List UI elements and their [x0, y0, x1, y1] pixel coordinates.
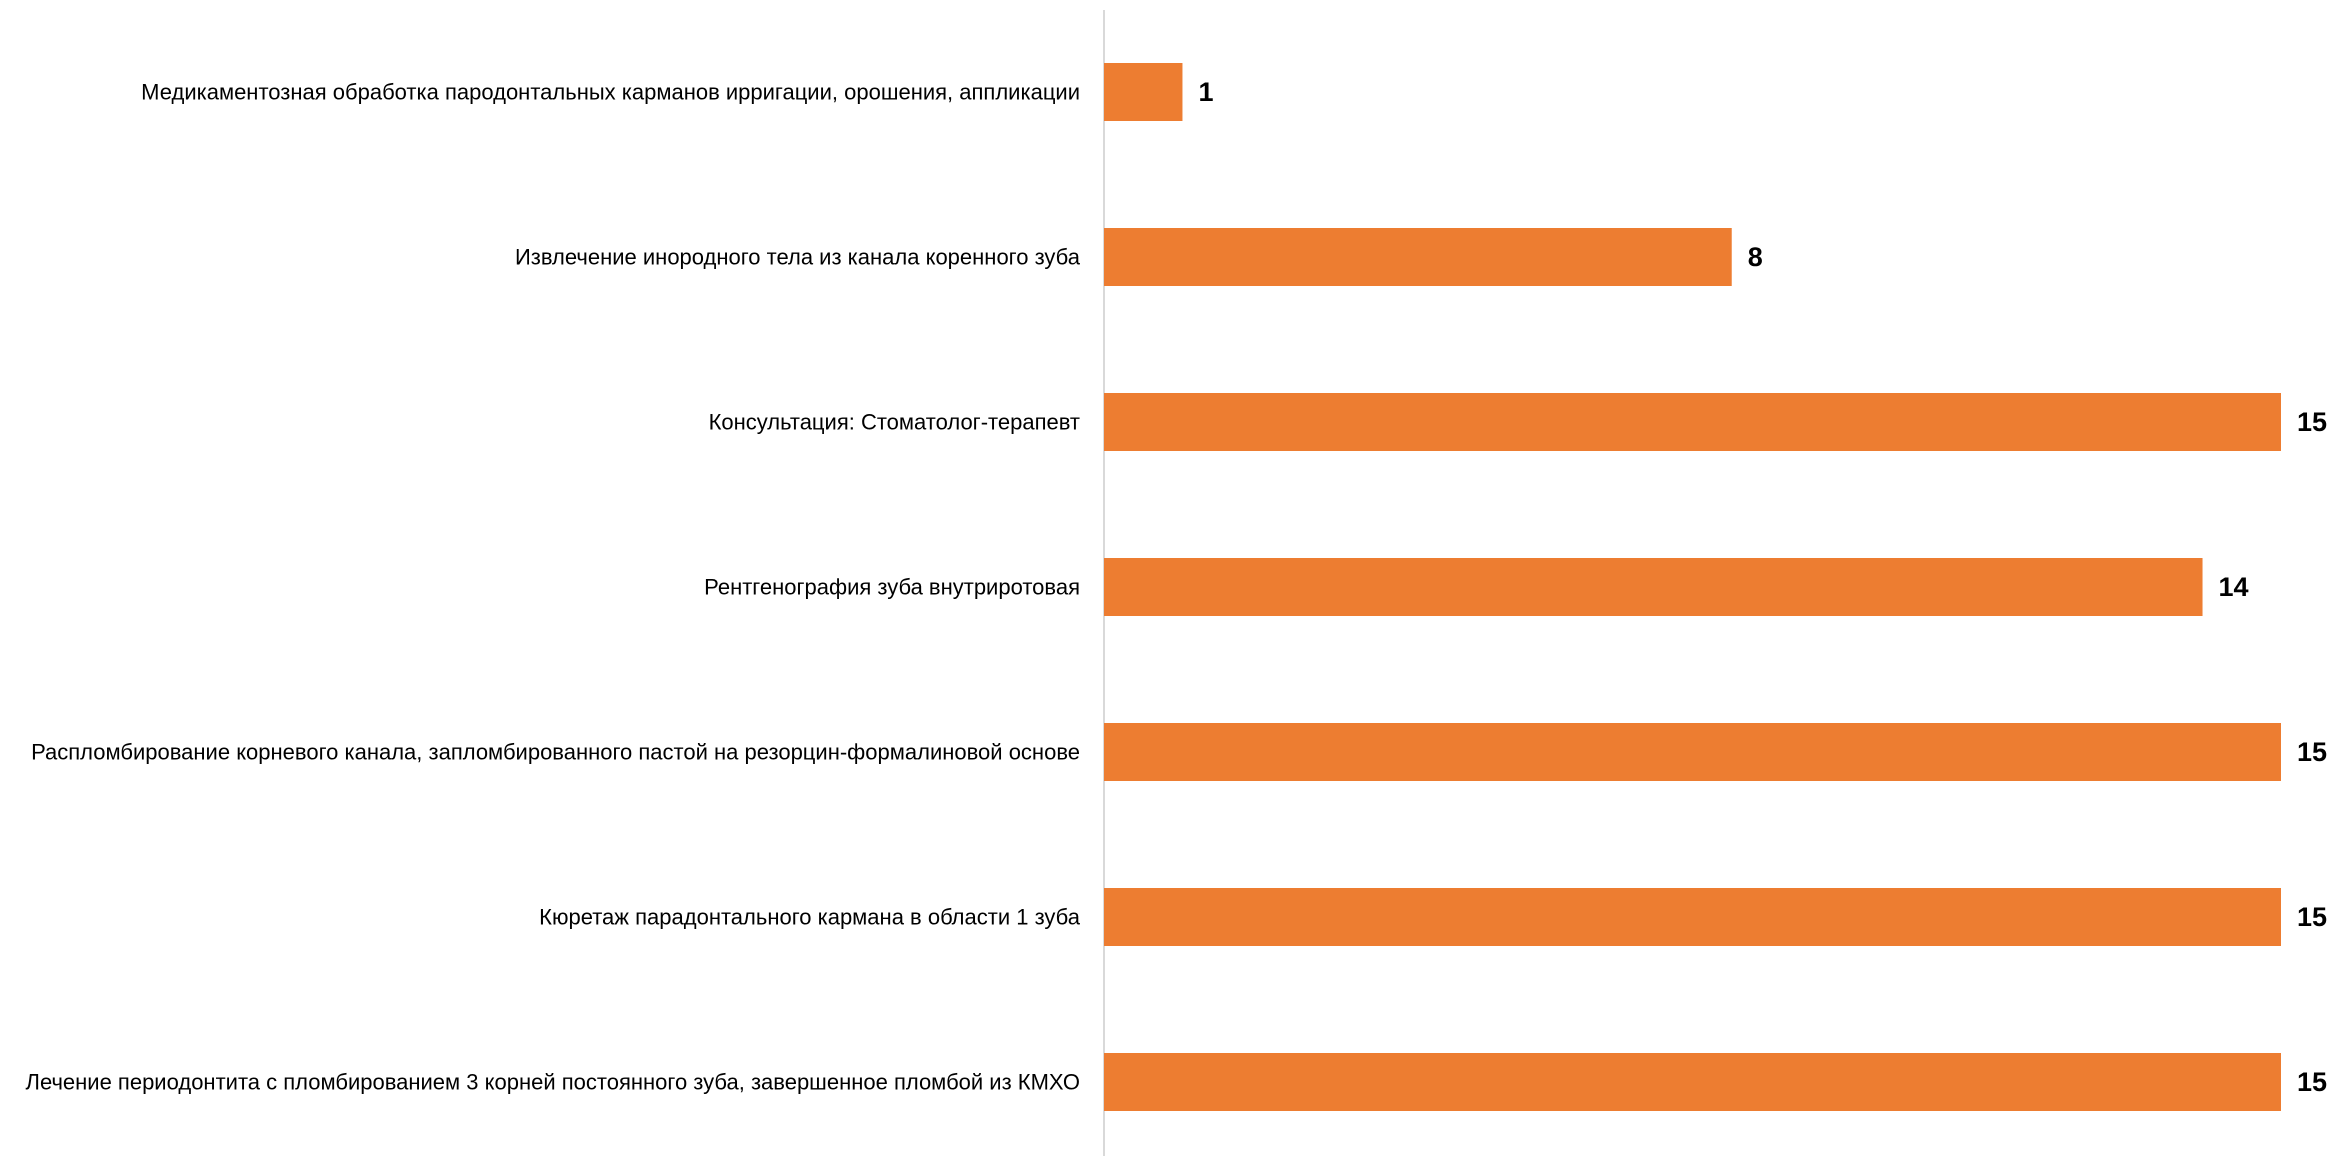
category-label: Распломбирование корневого канала, запло…: [31, 740, 1080, 765]
bar: [1104, 393, 2281, 451]
bar: [1104, 228, 1732, 286]
category-label: Лечение периодонтита с пломбированием 3 …: [26, 1070, 1081, 1095]
category-label: Кюретаж парадонтального кармана в област…: [539, 905, 1081, 930]
data-label: 1: [1198, 77, 1213, 107]
category-label: Извлечение инородного тела из канала кор…: [515, 245, 1081, 270]
bar: [1104, 723, 2281, 781]
data-label: 15: [2297, 737, 2327, 767]
bar: [1104, 888, 2281, 946]
bar: [1104, 558, 2203, 616]
data-labels-group: 1 8 15 14 15 15 15: [1198, 77, 2327, 1097]
category-label: Рентгенография зуба внутриротовая: [704, 575, 1080, 600]
data-label: 8: [1748, 242, 1763, 272]
category-label: Консультация: Стоматолог-терапевт: [709, 410, 1080, 435]
bar: [1104, 1053, 2281, 1111]
category-label: Медикаментозная обработка пародонтальных…: [141, 80, 1080, 105]
bar: [1104, 63, 1183, 121]
data-label: 15: [2297, 1067, 2327, 1097]
bars-group: [1104, 63, 2281, 1111]
data-label: 15: [2297, 902, 2327, 932]
category-labels-group: Медикаментозная обработка пародонтальных…: [26, 80, 1081, 1095]
data-label: 15: [2297, 407, 2327, 437]
data-label: 14: [2219, 572, 2249, 602]
